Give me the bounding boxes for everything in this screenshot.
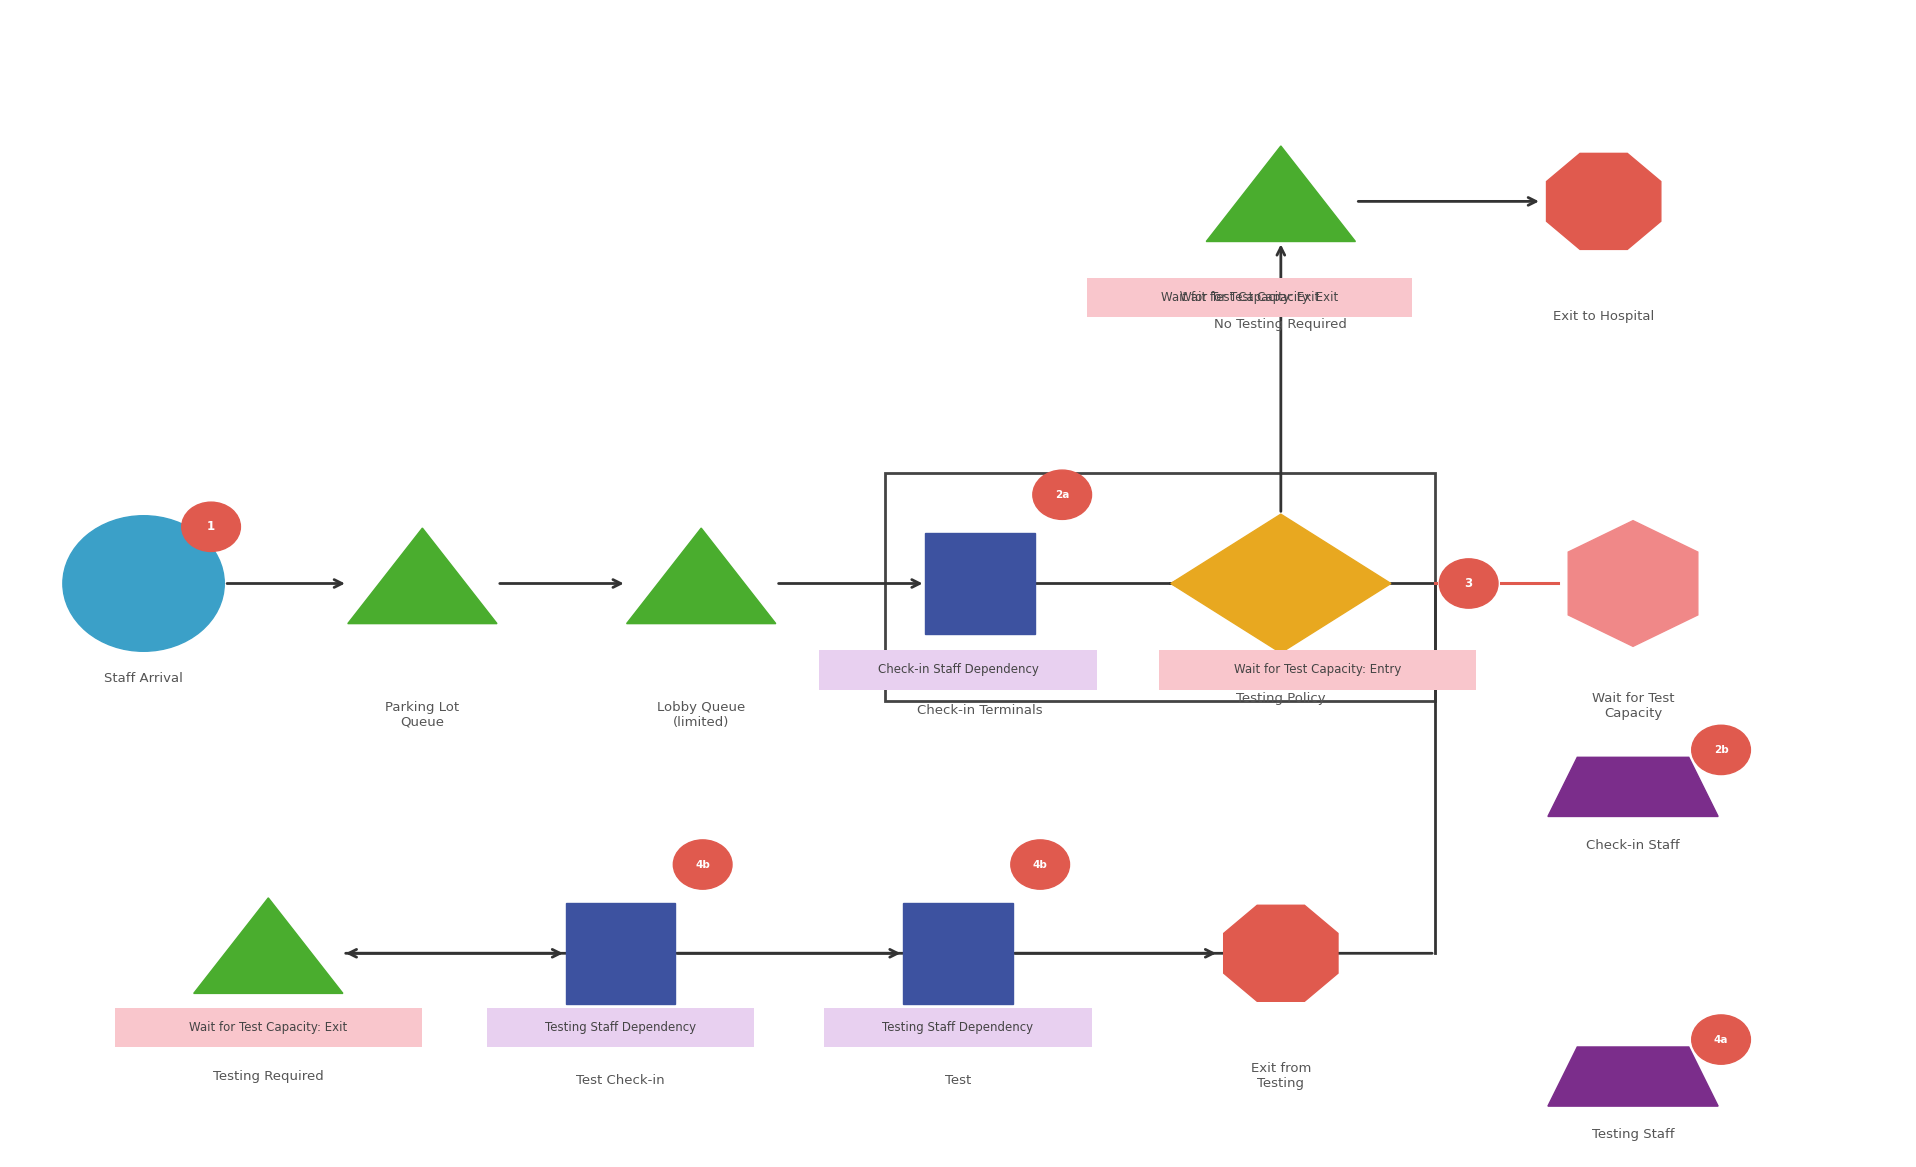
- Circle shape: [182, 502, 240, 552]
- Text: Check-in Terminals: Check-in Terminals: [918, 705, 1042, 718]
- FancyBboxPatch shape: [1106, 278, 1412, 317]
- Text: Check-in Staff Dependency: Check-in Staff Dependency: [878, 663, 1038, 677]
- Polygon shape: [1224, 906, 1337, 1001]
- Polygon shape: [1171, 515, 1391, 652]
- Text: 4b: 4b: [1033, 860, 1048, 869]
- FancyBboxPatch shape: [1159, 650, 1475, 690]
- FancyBboxPatch shape: [1086, 278, 1393, 317]
- Text: Wait for Test
Capacity: Wait for Test Capacity: [1592, 692, 1675, 720]
- Polygon shape: [1207, 146, 1355, 242]
- Bar: [565, 903, 674, 1004]
- Bar: [904, 903, 1012, 1004]
- Text: Testing Staff: Testing Staff: [1592, 1128, 1675, 1141]
- FancyBboxPatch shape: [824, 1007, 1092, 1047]
- Text: Testing Policy: Testing Policy: [1236, 692, 1326, 705]
- Text: Testing Staff Dependency: Testing Staff Dependency: [883, 1021, 1033, 1034]
- Circle shape: [1439, 559, 1498, 608]
- FancyBboxPatch shape: [115, 1007, 422, 1047]
- Text: Exit to Hospital: Exit to Hospital: [1554, 310, 1654, 323]
- FancyBboxPatch shape: [487, 1007, 755, 1047]
- Text: 1: 1: [207, 520, 215, 533]
- Circle shape: [1692, 1015, 1751, 1064]
- Circle shape: [673, 840, 732, 889]
- Circle shape: [1012, 840, 1069, 889]
- Text: Parking Lot
Queue: Parking Lot Queue: [385, 700, 460, 728]
- Polygon shape: [349, 529, 496, 623]
- Circle shape: [63, 516, 224, 651]
- Text: Testing Staff Dependency: Testing Staff Dependency: [544, 1021, 696, 1034]
- Bar: [925, 533, 1035, 634]
- Text: 2a: 2a: [1056, 490, 1069, 499]
- Text: 3: 3: [1464, 576, 1473, 591]
- Polygon shape: [1546, 153, 1661, 250]
- Polygon shape: [194, 897, 343, 993]
- Text: Exit from
Testing: Exit from Testing: [1251, 1062, 1311, 1090]
- FancyBboxPatch shape: [820, 650, 1096, 690]
- Text: 4b: 4b: [696, 860, 711, 869]
- Text: No Testing Required: No Testing Required: [1215, 319, 1347, 331]
- Polygon shape: [627, 529, 776, 623]
- Bar: [885, 473, 1435, 700]
- Text: 2b: 2b: [1713, 745, 1728, 755]
- Text: Testing Required: Testing Required: [213, 1070, 324, 1083]
- Text: Wait for Test Capacity: Exit: Wait for Test Capacity: Exit: [1161, 291, 1318, 305]
- Text: Wait for Test Capacity: Exit: Wait for Test Capacity: Exit: [190, 1021, 347, 1034]
- Circle shape: [1033, 470, 1092, 519]
- Text: Staff Arrival: Staff Arrival: [103, 672, 184, 685]
- Text: Test Check-in: Test Check-in: [577, 1074, 665, 1088]
- Polygon shape: [1548, 757, 1719, 817]
- Polygon shape: [1548, 1047, 1719, 1106]
- Text: Lobby Queue
(limited): Lobby Queue (limited): [657, 700, 745, 728]
- Polygon shape: [1567, 520, 1698, 647]
- Circle shape: [1692, 725, 1751, 775]
- Text: 4a: 4a: [1713, 1035, 1728, 1044]
- Text: Check-in Staff: Check-in Staff: [1586, 839, 1680, 852]
- Text: Wait for Test Capacity: Exit: Wait for Test Capacity: Exit: [1180, 291, 1337, 305]
- Text: Test: Test: [945, 1074, 971, 1088]
- Text: Wait for Test Capacity: Entry: Wait for Test Capacity: Entry: [1234, 663, 1401, 677]
